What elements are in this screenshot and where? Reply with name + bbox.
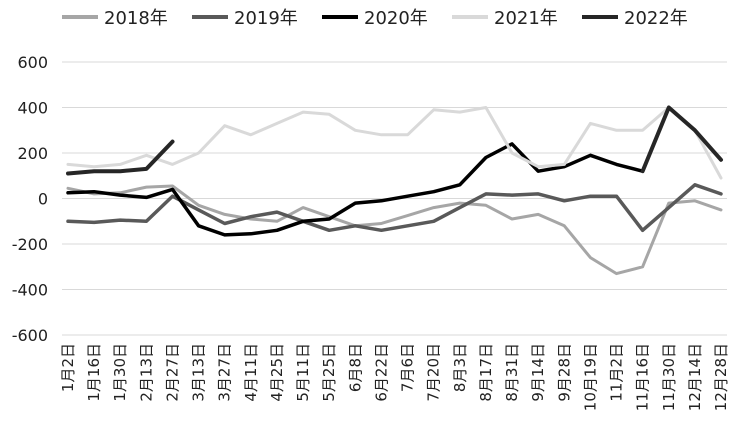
legend-item-2021: 2021年 xyxy=(452,6,558,29)
series-lines xyxy=(66,105,723,276)
y-tick-label: -400 xyxy=(12,281,48,300)
series-line-2021年 xyxy=(66,106,723,180)
series-line-2019年 xyxy=(66,183,723,233)
x-tick-label: 1月16日 xyxy=(85,343,103,402)
x-tick-label: 8月31日 xyxy=(503,343,521,402)
y-axis: -600 -400 -200 0 200 400 600 xyxy=(12,53,48,345)
x-tick-label: 1月30日 xyxy=(111,343,129,402)
x-tick-label: 4月11日 xyxy=(242,343,260,402)
y-tick-label: 200 xyxy=(17,144,48,163)
x-tick-label: 9月14日 xyxy=(529,343,547,402)
series-line-2022年 xyxy=(640,105,723,174)
chart-legend: 2018年 2019年 2020年 2021年 2022年 xyxy=(0,0,743,34)
x-tick-label: 6月22日 xyxy=(372,343,390,402)
legend-swatch-2019 xyxy=(192,15,228,19)
y-tick-label: -200 xyxy=(12,235,48,254)
x-tick-label: 7月6日 xyxy=(399,343,417,392)
x-tick-label: 2月27日 xyxy=(163,343,181,402)
x-tick-label: 9月28日 xyxy=(555,343,573,402)
x-tick-label: 7月20日 xyxy=(425,343,443,402)
x-tick-label: 11月16日 xyxy=(634,343,652,411)
x-tick-label: 1月2日 xyxy=(59,343,77,392)
x-tick-label: 8月17日 xyxy=(477,343,495,402)
legend-item-2020: 2020年 xyxy=(322,6,428,29)
legend-label-2022: 2022年 xyxy=(624,8,688,29)
y-tick-label: 400 xyxy=(17,99,48,118)
y-tick-label: 600 xyxy=(17,53,48,72)
series-line-2018年 xyxy=(66,184,723,276)
legend-swatch-2018 xyxy=(62,15,98,19)
x-tick-label: 5月25日 xyxy=(320,343,338,402)
legend-label-2020: 2020年 xyxy=(364,8,428,29)
series-line-2022年 xyxy=(66,139,175,176)
x-tick-label: 3月13日 xyxy=(190,343,208,402)
legend-item-2019: 2019年 xyxy=(192,6,298,29)
x-tick-label: 4月25日 xyxy=(268,343,286,402)
legend-item-2022: 2022年 xyxy=(582,6,688,29)
x-tick-label: 12月14日 xyxy=(686,343,704,411)
legend-item-2018: 2018年 xyxy=(62,6,168,29)
x-tick-label: 12月28日 xyxy=(712,343,730,411)
x-tick-label: 2月13日 xyxy=(137,343,155,402)
legend-swatch-2022 xyxy=(582,15,618,19)
x-axis: 1月2日 1月16日 1月30日 2月13日 2月27日 3月13日 3月27日 4月11日 4… xyxy=(59,343,730,411)
x-tick-label: 11月2日 xyxy=(608,343,626,402)
y-tick-label: 0 xyxy=(38,190,48,209)
x-tick-label: 11月30日 xyxy=(660,343,678,411)
legend-swatch-2020 xyxy=(322,15,358,19)
legend-swatch-2021 xyxy=(452,15,488,19)
x-tick-label: 3月27日 xyxy=(216,343,234,402)
series-line-2020年 xyxy=(66,142,645,237)
legend-label-2021: 2021年 xyxy=(494,8,558,29)
legend-label-2018: 2018年 xyxy=(104,8,168,29)
legend-label-2019: 2019年 xyxy=(234,8,298,29)
x-tick-label: 5月11日 xyxy=(294,343,312,402)
x-tick-label: 10月19日 xyxy=(581,343,599,411)
x-tick-label: 8月3日 xyxy=(451,343,469,392)
y-tick-label: -600 xyxy=(12,326,48,345)
x-tick-label: 6月8日 xyxy=(346,343,364,392)
